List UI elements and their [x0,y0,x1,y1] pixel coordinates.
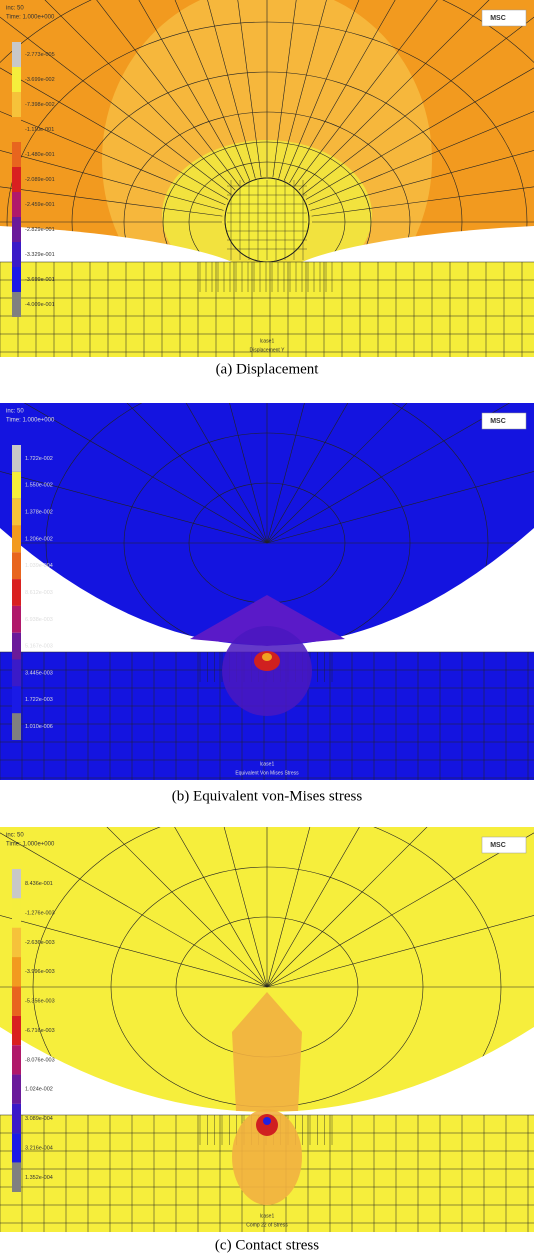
legend-swatch [12,1104,21,1133]
legend-label: -2.089e-001 [25,177,55,183]
load-case: lcase1 [260,761,275,767]
legend-swatch [12,117,21,142]
time: Time: 1.000e+000 [6,418,55,424]
legend-swatch [12,192,21,217]
legend-swatch [12,579,21,606]
legend-swatch [12,67,21,92]
figure: inc: 50 Time: 1.000e+000 MSC -2.773e-005 -3.… [0,0,534,1258]
legend-label: 1.378e-002 [25,509,53,515]
legend-label: -2.829e-001 [25,227,55,233]
legend-swatch [12,267,21,292]
legend-label: -7.398e-002 [25,102,55,108]
legend-swatch [12,292,21,317]
legend-label: -5.356e-003 [25,999,55,1005]
legend-label: 1.722e-002 [25,456,53,462]
caption: (a) Displacement [216,361,320,377]
legend-label: 3.089e-004 [25,1116,53,1122]
logo: MSC [490,418,506,425]
contour-band [262,653,272,661]
legend-swatch [12,986,21,1015]
legend-swatch [12,957,21,986]
quantity: Comp 22 of Stress [246,1222,288,1228]
legend-swatch [12,713,21,740]
legend-label: 1.010e-006 [25,724,53,730]
legend-label: -1.276e-003 [25,910,55,916]
legend-label: -2.773e-005 [25,52,55,58]
legend-label: 1.550e-002 [25,483,53,489]
legend-label: -3.996e-003 [25,969,55,975]
legend-label: -3.699e-001 [25,277,55,283]
legend-label: 1.206e-002 [25,536,53,542]
legend-label: -6.716e-003 [25,1028,55,1034]
contour-band [263,1117,271,1125]
legend-swatch [12,1133,21,1162]
legend-label: 8.612e-003 [25,590,53,596]
legend-swatch [12,660,21,687]
increment: inc: 50 [6,409,24,415]
legend-swatch [12,1163,21,1192]
load-case: lcase1 [260,1213,275,1219]
quantity: Equivalent Von Mises Stress [235,770,299,776]
legend-swatch [12,142,21,167]
legend-label: -4.009e-001 [25,302,55,308]
legend-swatch [12,869,21,898]
legend-label: -2.459e-001 [25,202,55,208]
legend-label: -1.110e-001 [25,127,54,133]
legend-swatch [12,633,21,660]
legend-swatch [12,1075,21,1104]
legend-swatch [12,552,21,579]
increment: inc: 50 [6,833,24,839]
legend-label: 8.436e-001 [25,881,53,887]
legend-swatch [12,42,21,67]
legend-label: -3.329e-001 [25,252,55,258]
legend-swatch [12,1045,21,1074]
load-case: lcase1 [260,338,275,344]
logo: MSC [490,842,506,849]
legend-swatch [12,242,21,267]
quantity: Displacement Y [250,347,286,353]
legend-label: -2.636e-003 [25,940,55,946]
legend-swatch [12,928,21,957]
legend-swatch [12,1016,21,1045]
legend-swatch [12,525,21,552]
legend-label: -1.480e-001 [25,152,55,158]
legend-label: -8.076e-003 [25,1057,55,1063]
legend-label: 1.039e-004 [25,563,53,569]
page: inc: 50 Time: 1.000e+000 MSC -2.773e-005 -3.… [0,0,534,1258]
time: Time: 1.000e+000 [6,15,55,21]
legend-label: 1.024e-002 [25,1087,53,1093]
legend-swatch [12,167,21,192]
increment: inc: 50 [6,6,24,12]
legend-label: 1.352e-004 [25,1175,53,1181]
legend-label: 1.722e-003 [25,697,53,703]
legend-swatch [12,217,21,242]
legend-swatch [12,445,21,472]
logo: MSC [490,15,506,22]
legend-swatch [12,898,21,927]
legend-swatch [12,472,21,499]
legend-swatch [12,92,21,117]
legend-label: -3.699e-002 [25,77,55,83]
legend-label: 3.216e-004 [25,1145,53,1151]
time: Time: 1.000e+000 [6,842,55,848]
legend-label: 3.445e-003 [25,670,53,676]
caption: (c) Contact stress [215,1237,319,1253]
legend-swatch [12,686,21,713]
caption: (b) Equivalent von-Mises stress [172,788,363,804]
legend-label: 6.938e-003 [25,617,53,623]
legend-swatch [12,606,21,633]
legend-label: 5.167e-003 [25,644,53,650]
legend-swatch [12,499,21,526]
